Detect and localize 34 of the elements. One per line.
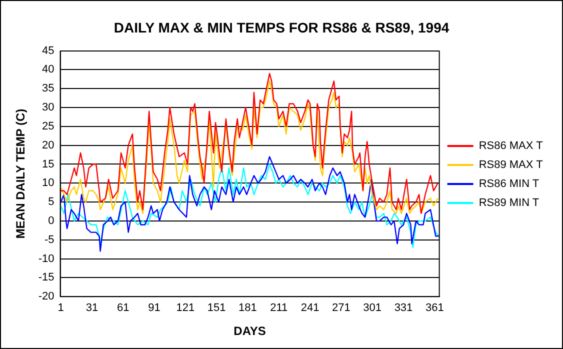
chart-title: DAILY MAX & MIN TEMPS FOR RS86 & RS89, 1994 (114, 19, 450, 36)
y-tick-label: 45 (42, 44, 54, 57)
legend-label: RS89 MAX T (478, 159, 544, 172)
legend-label: RS86 MAX T (478, 140, 544, 152)
x-tick-label: 61 (117, 302, 130, 314)
x-tick-label: 1 (58, 302, 64, 314)
x-tick-label: 91 (148, 302, 160, 314)
y-axis-title: MEAN DAILY TEMP (C) (14, 108, 28, 239)
y-tick-label: 10 (42, 177, 54, 190)
y-tick-label: 25 (42, 120, 54, 132)
x-tick-label: 211 (270, 302, 288, 314)
x-tick-label: 181 (238, 302, 257, 314)
y-tick-label: 35 (42, 82, 54, 95)
y-tick-label: -10 (38, 252, 54, 265)
y-tick-label: 15 (42, 158, 54, 170)
y-tick-label: 0 (48, 215, 54, 227)
y-tick-label: 30 (42, 102, 54, 114)
y-tick-label: 5 (48, 196, 54, 208)
x-tick-label: 121 (176, 302, 195, 314)
y-tick-label: -5 (44, 234, 54, 246)
y-tick-label: -20 (38, 290, 54, 303)
x-tick-label: 331 (394, 302, 413, 314)
x-tick-label: 241 (300, 302, 320, 314)
x-tick-label: 31 (86, 302, 98, 314)
legend-label: RS89 MIN T (478, 197, 540, 210)
x-tick-label: 271 (332, 302, 350, 314)
x-tick-label: 361 (425, 302, 444, 314)
x-tick-label: 151 (207, 302, 226, 314)
legend-label: RS86 MIN T (478, 178, 540, 190)
x-axis-title: DAYS (234, 324, 266, 338)
y-tick-label: 40 (42, 64, 54, 76)
y-tick-label: 20 (42, 139, 54, 152)
x-tick-label: 301 (363, 302, 382, 314)
y-tick-label: -15 (38, 272, 54, 284)
